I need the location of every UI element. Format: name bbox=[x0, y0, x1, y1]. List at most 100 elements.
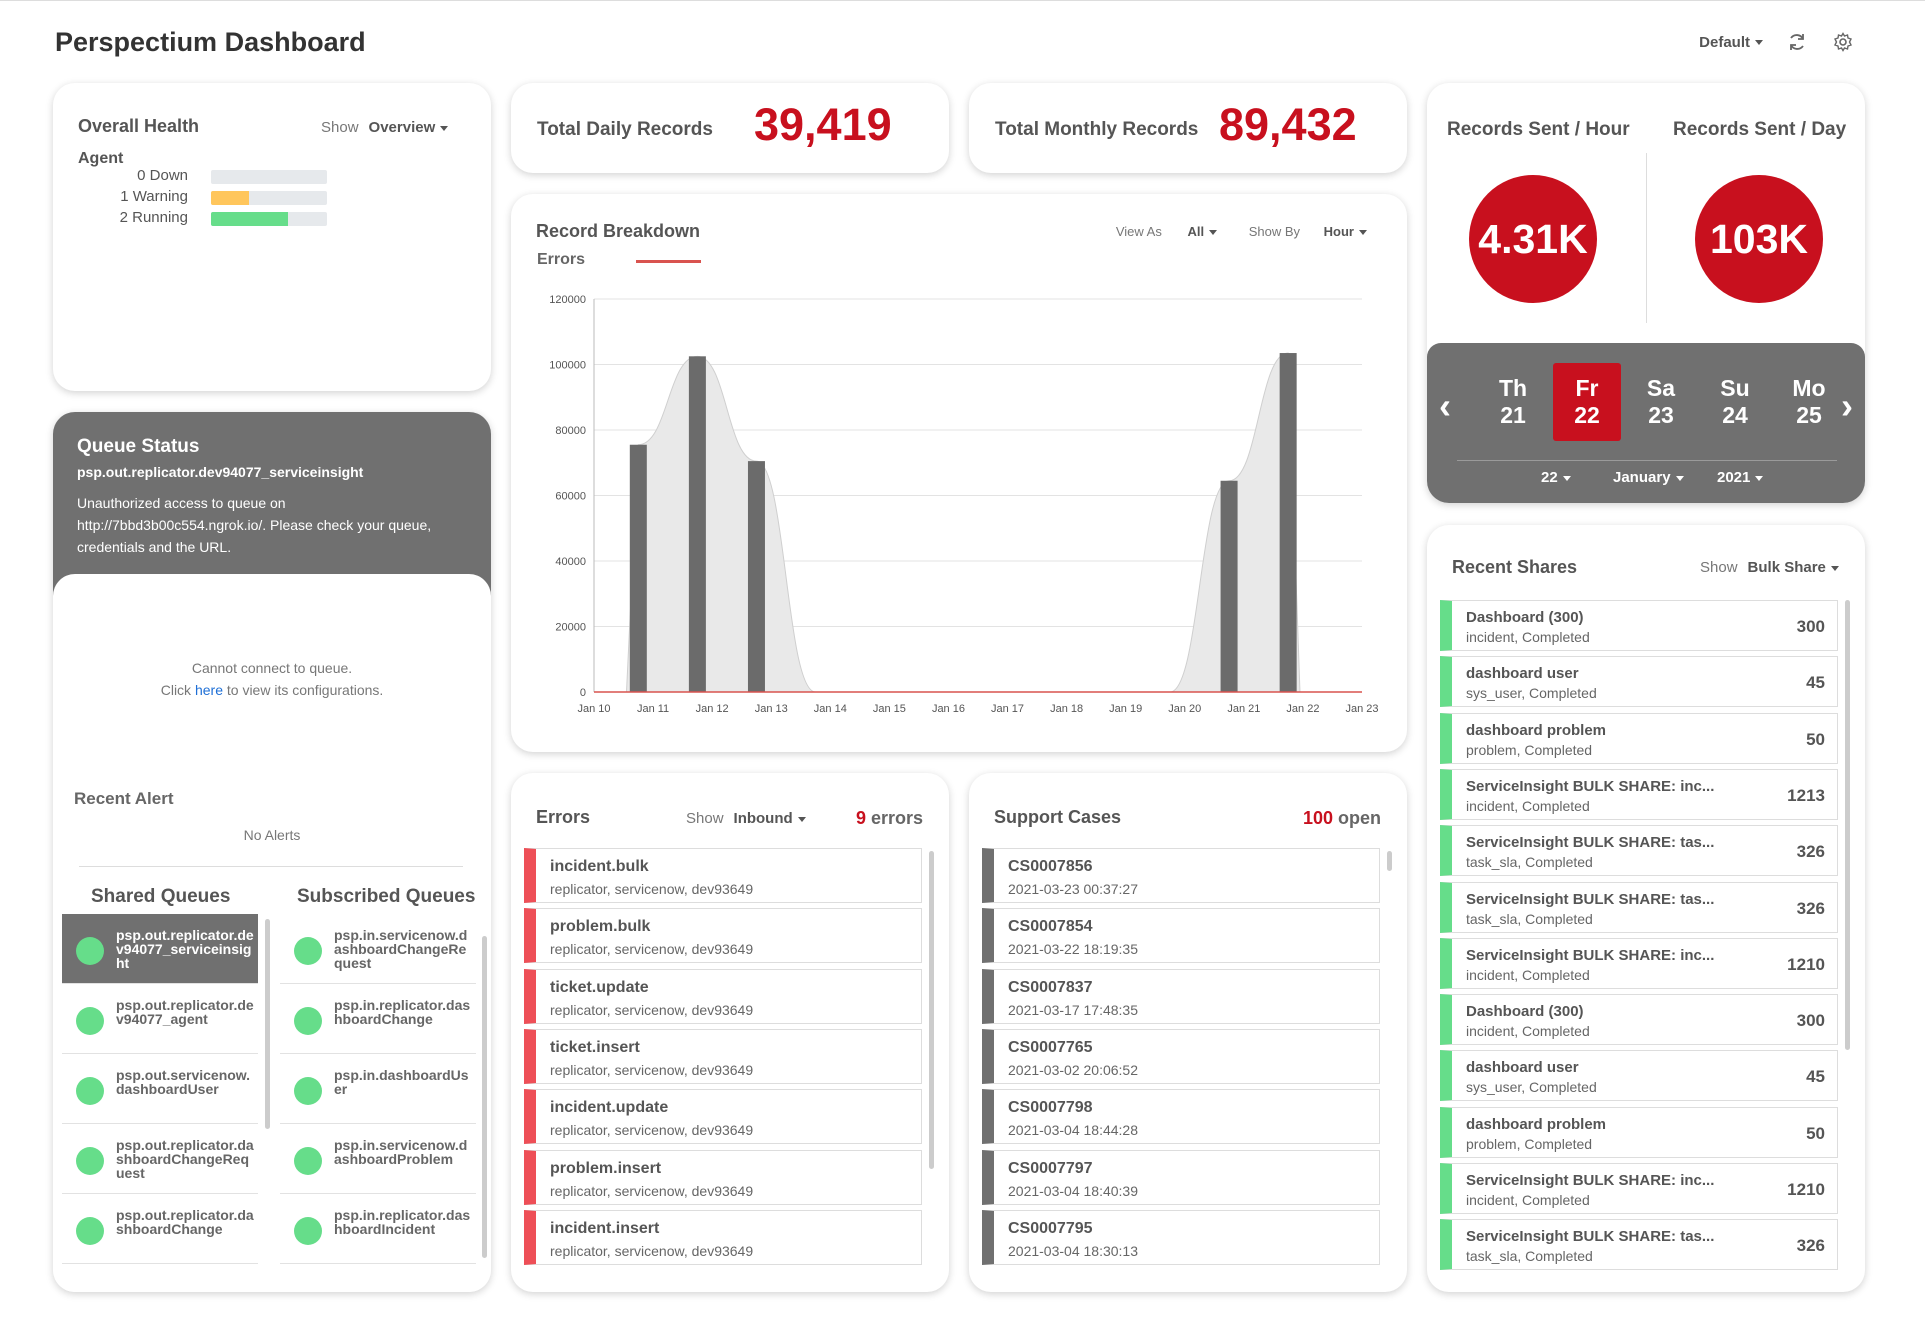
support-case-date: 2021-03-04 18:40:39 bbox=[1008, 1182, 1138, 1199]
shared-scrollbar[interactable] bbox=[265, 919, 270, 1129]
status-dot-icon bbox=[76, 1007, 104, 1035]
top-border bbox=[0, 0, 1925, 1]
share-item[interactable]: Dashboard (300) incident, Completed 300 bbox=[1440, 600, 1838, 651]
health-show-dropdown[interactable]: Show Overview bbox=[321, 119, 449, 136]
calendar-day-number: 24 bbox=[1722, 402, 1748, 428]
share-item[interactable]: ServiceInsight BULK SHARE: tas... task_sl… bbox=[1440, 825, 1838, 877]
config-link[interactable]: here bbox=[194, 682, 223, 698]
error-name: problem.insert bbox=[550, 1159, 662, 1177]
queue-item[interactable]: psp.in.servicenow.dashboardChangeRequest bbox=[280, 914, 476, 984]
show-by-dropdown[interactable]: Hour bbox=[1324, 224, 1367, 239]
share-item[interactable]: Dashboard (300) incident, Completed 300 bbox=[1440, 994, 1838, 1046]
queue-item-name: psp.in.servicenow.dashboardChangeRequest bbox=[334, 927, 468, 971]
support-count: 100 open bbox=[1303, 808, 1381, 829]
gear-icon[interactable] bbox=[1831, 30, 1855, 54]
share-subtitle: incident, Completed bbox=[1466, 966, 1590, 983]
health-row: 2 Running bbox=[78, 208, 478, 228]
share-item[interactable]: dashboard user sys_user, Completed 45 bbox=[1440, 1050, 1838, 1102]
calendar-day[interactable]: Mo 25 bbox=[1775, 363, 1843, 441]
queue-item[interactable]: psp.in.dashboardUser bbox=[280, 1054, 476, 1124]
x-tick-label: Jan 14 bbox=[814, 703, 847, 715]
no-alerts-text: No Alerts bbox=[243, 827, 301, 843]
day-select[interactable]: 22 bbox=[1541, 469, 1571, 486]
share-item[interactable]: ServiceInsight BULK SHARE: tas... task_sl… bbox=[1440, 881, 1838, 933]
cannot-connect-message: Cannot connect to queue. Click here to v… bbox=[53, 657, 491, 701]
support-cases-card: Support Cases 100 open CS0007856 2021-03-… bbox=[969, 773, 1407, 1292]
refresh-icon[interactable] bbox=[1785, 30, 1809, 54]
health-bar bbox=[211, 191, 327, 205]
share-item[interactable]: dashboard problem problem, Completed 50 bbox=[1440, 1106, 1838, 1158]
shares-scrollbar[interactable] bbox=[1845, 600, 1850, 1050]
share-subtitle: problem, Completed bbox=[1466, 741, 1593, 758]
queue-item[interactable]: psp.out.replicator.dev94077_agent bbox=[62, 984, 258, 1054]
support-case-item[interactable]: CS0007798 2021-03-04 18:44:28 bbox=[982, 1089, 1380, 1145]
calendar-day[interactable]: Fr 22 bbox=[1553, 363, 1621, 441]
support-case-item[interactable]: CS0007856 2021-03-23 00:37:27 bbox=[982, 848, 1380, 903]
profile-dropdown[interactable]: Default bbox=[1699, 34, 1763, 51]
share-item[interactable]: ServiceInsight BULK SHARE: inc... inciden… bbox=[1440, 937, 1838, 989]
health-title: Overall Health bbox=[78, 116, 200, 136]
queue-item[interactable]: psp.in.replicator.dashboardIncident bbox=[280, 1194, 476, 1264]
queue-item[interactable]: psp.out.servicenow.dashboardUser bbox=[62, 1054, 258, 1124]
calendar-day-of-week: Th bbox=[1498, 375, 1528, 401]
status-dot-icon bbox=[76, 1147, 104, 1175]
chevron-right-icon[interactable]: › bbox=[1841, 385, 1853, 426]
queue-item-name: psp.out.replicator.dev94077_agent bbox=[116, 997, 254, 1027]
chevron-down-icon bbox=[1562, 475, 1571, 481]
year-select-value: 2021 bbox=[1717, 469, 1751, 486]
error-item[interactable]: ticket.insert replicator, servicenow, dev… bbox=[524, 1028, 922, 1084]
support-case-item[interactable]: CS0007797 2021-03-04 18:40:39 bbox=[982, 1149, 1380, 1205]
queue-error-message: Unauthorized access to queue on http://7… bbox=[77, 495, 432, 555]
queue-item[interactable]: psp.in.servicenow.dashboardProblem bbox=[280, 1124, 476, 1194]
x-tick-label: Jan 21 bbox=[1227, 703, 1260, 715]
queue-item[interactable]: psp.in.replicator.dashboardChange bbox=[280, 984, 476, 1054]
divider bbox=[1646, 153, 1647, 323]
breakdown-controls: View As All Show By Hour bbox=[1116, 224, 1367, 239]
show-value: Bulk Share bbox=[1747, 559, 1826, 576]
subscribed-scrollbar[interactable] bbox=[482, 936, 487, 1258]
share-name: ServiceInsight BULK SHARE: tas... bbox=[1466, 890, 1715, 908]
error-item[interactable]: incident.bulk replicator, servicenow, dev… bbox=[524, 848, 922, 903]
error-item[interactable]: incident.insert replicator, servicenow, d… bbox=[524, 1209, 922, 1265]
divider bbox=[1457, 460, 1837, 461]
queue-item[interactable]: psp.out.replicator.dashboardChangeReques… bbox=[62, 1124, 258, 1194]
share-item[interactable]: ServiceInsight BULK SHARE: tas... task_sl… bbox=[1440, 1219, 1838, 1271]
overall-health-card: Overall Health Show Overview Agent 0 Down… bbox=[53, 83, 491, 391]
bar bbox=[629, 444, 647, 692]
error-item[interactable]: problem.insert replicator, servicenow, de… bbox=[524, 1149, 922, 1205]
shared-queues-title: Shared Queues bbox=[91, 886, 231, 907]
support-case-date: 2021-03-02 20:06:52 bbox=[1008, 1061, 1138, 1078]
support-case-item[interactable]: CS0007795 2021-03-04 18:30:13 bbox=[982, 1209, 1380, 1265]
support-case-item[interactable]: CS0007837 2021-03-17 17:48:35 bbox=[982, 968, 1380, 1024]
calendar-day[interactable]: Sa 23 bbox=[1627, 363, 1695, 441]
x-tick-label: Jan 12 bbox=[696, 703, 729, 715]
shares-show-dropdown[interactable]: Show Bulk Share bbox=[1700, 559, 1839, 576]
share-item[interactable]: ServiceInsight BULK SHARE: inc... inciden… bbox=[1440, 768, 1838, 820]
error-subtitle: replicator, servicenow, dev93649 bbox=[550, 1001, 754, 1018]
queue-item-name: psp.out.replicator.dashboardChangeReques… bbox=[116, 1137, 254, 1181]
calendar-day-of-week: Sa bbox=[1646, 375, 1676, 401]
share-item[interactable]: dashboard user sys_user, Completed 45 bbox=[1440, 656, 1838, 708]
share-subtitle: incident, Completed bbox=[1466, 1023, 1590, 1040]
error-item[interactable]: problem.bulk replicator, servicenow, dev9… bbox=[524, 908, 922, 964]
error-item[interactable]: incident.update replicator, servicenow, d… bbox=[524, 1089, 922, 1145]
month-select[interactable]: January bbox=[1613, 469, 1684, 486]
errors-show-dropdown[interactable]: Show Inbound bbox=[686, 810, 806, 827]
share-item[interactable]: ServiceInsight BULK SHARE: inc... inciden… bbox=[1440, 1163, 1838, 1214]
subscribed-queues-list: psp.in.servicenow.dashboardChangeRequest… bbox=[280, 914, 476, 1264]
year-select[interactable]: 2021 bbox=[1717, 469, 1764, 486]
queue-item[interactable]: psp.out.replicator.dev94077_serviceinsig… bbox=[62, 914, 258, 984]
support-case-item[interactable]: CS0007765 2021-03-02 20:06:52 bbox=[982, 1028, 1380, 1084]
errors-scrollbar[interactable] bbox=[929, 851, 934, 1169]
support-scrollbar[interactable] bbox=[1387, 851, 1392, 871]
chevron-left-icon[interactable]: ‹ bbox=[1439, 385, 1451, 426]
view-as-dropdown[interactable]: All bbox=[1187, 224, 1218, 239]
support-case-item[interactable]: CS0007854 2021-03-22 18:19:35 bbox=[982, 908, 1380, 964]
calendar-day[interactable]: Th 21 bbox=[1479, 363, 1547, 441]
queue-item-name: psp.in.replicator.dashboardIncident bbox=[334, 1207, 471, 1237]
calendar-day[interactable]: Su 24 bbox=[1701, 363, 1769, 441]
error-item[interactable]: ticket.update replicator, servicenow, dev… bbox=[524, 968, 922, 1024]
queue-item[interactable]: psp.out.replicator.dashboardChange bbox=[62, 1194, 258, 1264]
health-row-label: 2 Running bbox=[119, 209, 188, 226]
share-item[interactable]: dashboard problem problem, Completed 50 bbox=[1440, 712, 1838, 764]
